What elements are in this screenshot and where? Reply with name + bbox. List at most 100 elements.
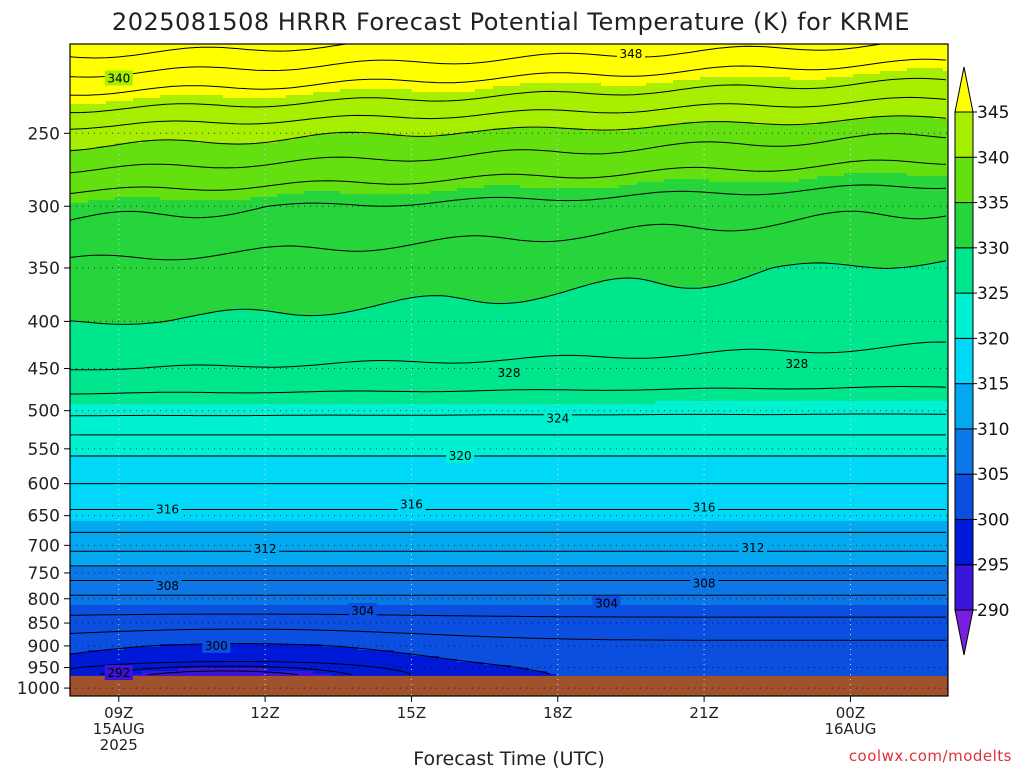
contour-348 — [70, 44, 881, 78]
contour-334 — [70, 184, 947, 221]
contour-label-bg — [348, 603, 377, 619]
colorbar-label-325: 325 — [977, 284, 1009, 304]
colorbar-label-340: 340 — [977, 148, 1009, 168]
colorbar-band — [954, 156, 974, 204]
contour-label-bg — [397, 496, 426, 512]
contour-label-308: 308 — [693, 576, 716, 590]
colorbar-band — [954, 247, 974, 294]
y-tick-1000: 1000 — [17, 679, 60, 699]
colorbar-band — [954, 337, 974, 385]
contour-label-bg — [543, 410, 572, 426]
colorbar-band — [954, 292, 974, 339]
contour-302 — [70, 628, 946, 641]
colorbar-band — [954, 202, 974, 249]
x-tick-label: 21Z — [689, 704, 718, 722]
colorbar-band — [954, 383, 974, 430]
x-tick-label: 15AUG — [93, 720, 145, 738]
contour-label-316: 316 — [400, 497, 423, 511]
contour-label-304: 304 — [595, 597, 618, 611]
contour-label-316: 316 — [693, 501, 716, 515]
contour-296 — [99, 665, 353, 676]
contour-label-bg — [738, 540, 767, 556]
contour-labels: 348 340 328 328 324 320 316 316 316 312 312 308 308 3… — [104, 45, 811, 680]
contour-344 — [70, 77, 947, 114]
y-tick-250: 250 — [28, 124, 60, 144]
colorbar-label-300: 300 — [977, 510, 1009, 530]
contour-label-bg — [446, 448, 475, 464]
contour-342 — [70, 96, 947, 130]
y-tick-900: 900 — [28, 637, 60, 657]
y-tick-500: 500 — [28, 402, 60, 422]
y-tick-450: 450 — [28, 360, 60, 380]
contour-298 — [70, 661, 413, 675]
plot-area: 348 340 328 328 324 320 316 316 316 312 312 308 308 3… — [70, 44, 948, 696]
colorbar-label-315: 315 — [977, 375, 1009, 395]
contour-label-bg — [592, 595, 621, 611]
colorbar-label-290: 290 — [977, 601, 1009, 621]
y-tick-950: 950 — [28, 659, 60, 679]
y-tick-800: 800 — [28, 590, 60, 610]
contour-label-312: 312 — [741, 541, 764, 555]
colorbar: 345 340 335 330 325 320 315 310 305 300 295 290 — [954, 66, 1009, 656]
y-tick-750: 750 — [28, 564, 60, 584]
x-tick-label: 12Z — [250, 704, 279, 722]
contour-label-328: 328 — [498, 366, 521, 380]
credit-text: coolwx.com/modelts — [849, 747, 1012, 765]
contour-label-316: 316 — [156, 502, 179, 516]
y-tick-400: 400 — [28, 312, 60, 332]
plot-frame — [69, 43, 949, 697]
colorbar-label-335: 335 — [977, 194, 1009, 214]
contour-304 — [70, 613, 946, 618]
y-tick-550: 550 — [28, 440, 60, 460]
x-tick-label: 2025 — [100, 736, 138, 754]
y-tick-300: 300 — [28, 197, 60, 217]
x-tick-label: 15Z — [397, 704, 426, 722]
colorbar-band — [954, 111, 974, 158]
contour-label-292: 292 — [107, 666, 130, 680]
x-tick-label: 09Z — [104, 704, 133, 722]
contour-332 — [70, 210, 947, 261]
contour-326 — [70, 386, 947, 395]
contour-label-bg — [104, 70, 133, 86]
colorbar-label-330: 330 — [977, 239, 1009, 259]
x-tick-label: 18Z — [543, 704, 572, 722]
contour-label-340: 340 — [107, 71, 130, 85]
x-tick-label: 16AUG — [824, 720, 876, 738]
contour-label-bg — [202, 637, 231, 653]
colorbar-min-arrow — [954, 609, 974, 656]
contour-336 — [70, 159, 947, 195]
x-tick-label: 00Z — [836, 704, 865, 722]
colorbar-band — [954, 428, 974, 475]
y-tick-600: 600 — [28, 475, 60, 495]
contour-300 — [70, 643, 551, 675]
contour-label-bg — [690, 575, 719, 591]
contour-label-304: 304 — [351, 604, 374, 618]
contour-lines — [70, 44, 947, 676]
contour-label-bg — [104, 664, 133, 680]
contour-label-bg — [153, 501, 182, 517]
colorbar-label-320: 320 — [977, 329, 1009, 349]
contour-346 — [70, 58, 947, 96]
colorbar-max-arrow — [954, 66, 974, 113]
colorbar-label-305: 305 — [977, 465, 1009, 485]
contour-label-328: 328 — [785, 357, 808, 371]
contour-340 — [70, 115, 947, 152]
contour-label-bg — [690, 499, 719, 515]
contour-label-320: 320 — [449, 449, 472, 463]
contour-label-bg — [616, 45, 645, 61]
pressure-axis: 250 300 350 400 450 500 550 600 650 700 750 800 850 9… — [17, 124, 70, 699]
contour-label-bg — [782, 356, 811, 372]
contour-label-308: 308 — [156, 579, 179, 593]
colorbar-band — [954, 518, 974, 566]
contour-294 — [147, 670, 299, 676]
contour-324 — [70, 413, 946, 417]
y-tick-650: 650 — [28, 507, 60, 527]
y-tick-350: 350 — [28, 259, 60, 279]
contour-328 — [70, 341, 947, 371]
contour-label-bg — [251, 540, 280, 556]
contour-label-324: 324 — [546, 412, 569, 426]
colorbar-label-345: 345 — [977, 103, 1009, 123]
colorbar-label-295: 295 — [977, 556, 1009, 576]
contour-label-bg — [495, 364, 523, 380]
